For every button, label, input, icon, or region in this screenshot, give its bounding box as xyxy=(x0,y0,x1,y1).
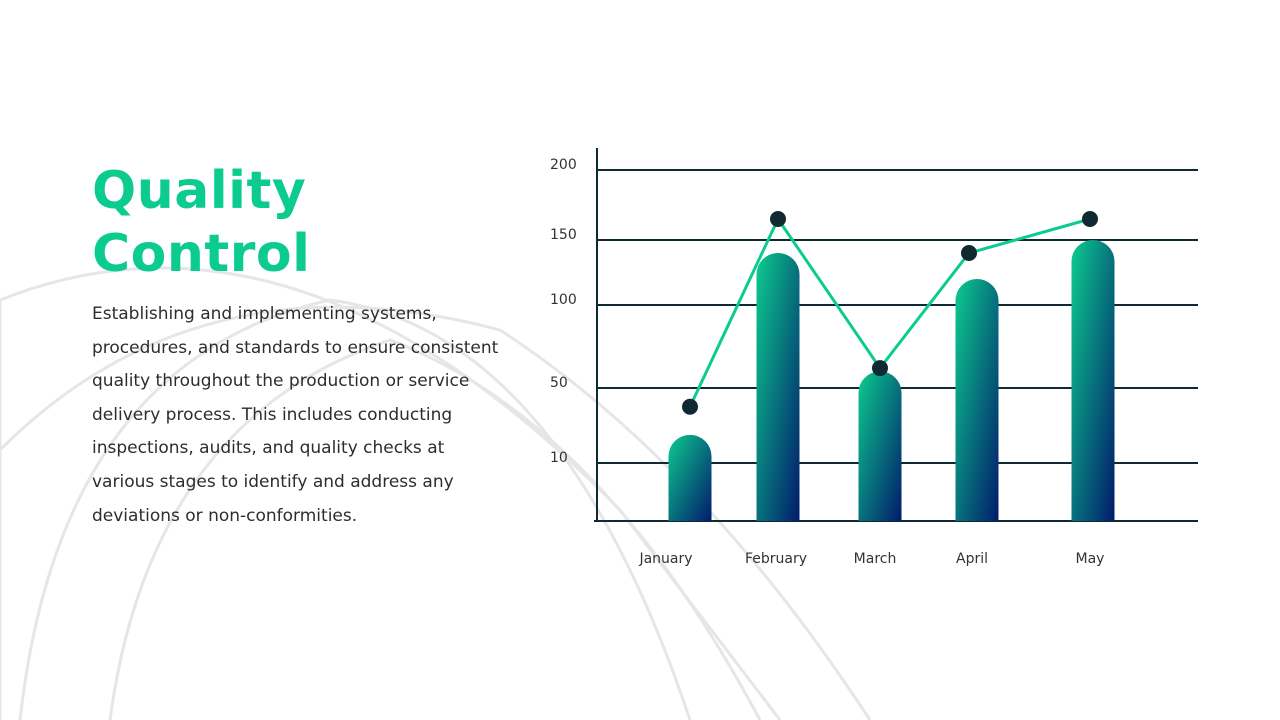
line-point-february xyxy=(770,211,786,227)
title-line-2: Control xyxy=(92,224,311,284)
line-point-april xyxy=(961,245,977,261)
bar-march xyxy=(858,371,902,521)
line-point-march xyxy=(872,360,888,377)
bar-april xyxy=(955,279,999,521)
x-tick-label: May xyxy=(1076,551,1105,567)
labels-layer: 10 50 100 150 200 January February March April Ma… xyxy=(550,157,1104,567)
y-tick-label: 200 xyxy=(550,157,577,173)
bar-may xyxy=(1071,240,1115,521)
bar-february xyxy=(756,253,800,521)
x-tick-label: March xyxy=(854,551,897,567)
x-tick-label: January xyxy=(638,551,692,567)
y-tick-label: 50 xyxy=(550,375,568,391)
bars-layer xyxy=(668,240,1115,521)
y-tick-label: 150 xyxy=(550,227,577,243)
line-layer xyxy=(682,211,1098,415)
page-title: Quality Control xyxy=(92,160,310,286)
description-text: Establishing and implementing systems, p… xyxy=(92,304,499,526)
x-tick-label: April xyxy=(956,551,988,567)
bar-january xyxy=(668,434,712,521)
x-tick-label: February xyxy=(745,551,807,567)
combo-chart: 10 50 100 150 200 January February March April Ma… xyxy=(550,148,1198,567)
y-tick-label: 100 xyxy=(550,292,577,308)
y-tick-label: 10 xyxy=(550,450,568,466)
title-line-1: Quality xyxy=(92,161,307,221)
line-point-may xyxy=(1082,211,1098,227)
line-point-january xyxy=(682,398,698,415)
